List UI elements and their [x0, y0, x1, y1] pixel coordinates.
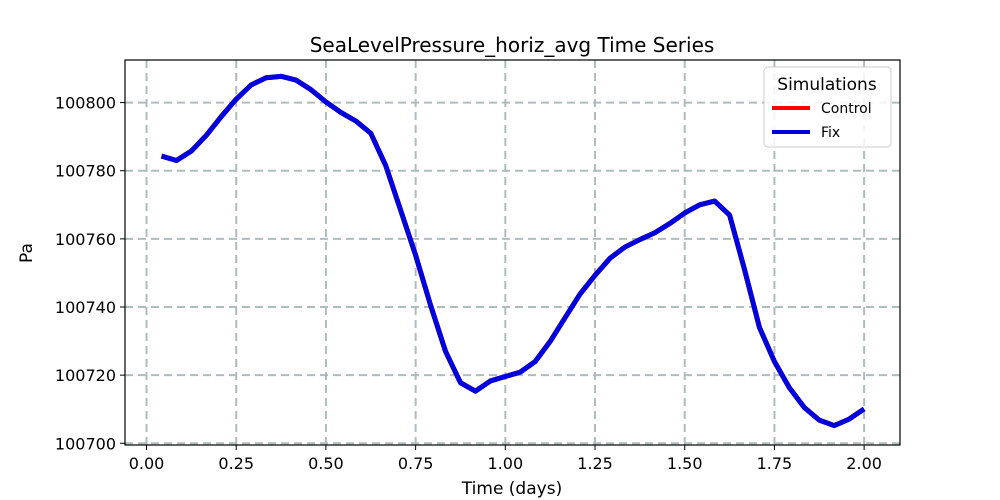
y-tick-label: 100800 [55, 94, 116, 113]
x-tick-label: 0.50 [308, 454, 344, 473]
legend: Simulations Control Fix [763, 66, 892, 148]
series-layer [160, 73, 866, 429]
x-tick-label: 1.75 [757, 454, 793, 473]
x-tick-label: 0.00 [129, 454, 165, 473]
x-axis-title: Time (days) [461, 479, 562, 499]
y-tick-label: 100760 [55, 230, 116, 249]
y-tick-label: 100700 [55, 434, 116, 453]
x-tick-label: 0.25 [218, 454, 254, 473]
y-tick-label: 100740 [55, 298, 116, 317]
series-line-fix [160, 73, 866, 429]
chart-title: SeaLevelPressure_horiz_avg Time Series [310, 33, 715, 57]
x-tick-label: 2.00 [846, 454, 882, 473]
x-tick-label: 1.50 [667, 454, 703, 473]
x-tick-label: 1.25 [577, 454, 613, 473]
legend-box [763, 66, 892, 148]
axis-ticks: 0.00 0.25 0.50 0.75 1.00 1.25 1.50 1.75 2.00 1007… [55, 94, 882, 473]
x-tick-label: 1.00 [488, 454, 524, 473]
plot-frame [124, 59, 901, 446]
y-tick-label: 100780 [55, 162, 116, 181]
legend-label-control: Control [821, 101, 872, 117]
x-tick-label: 0.75 [398, 454, 434, 473]
y-axis-title: Pa [17, 243, 37, 263]
legend-label-fix: Fix [821, 125, 840, 141]
y-tick-label: 100720 [55, 366, 116, 385]
legend-title: Simulations [777, 75, 877, 95]
